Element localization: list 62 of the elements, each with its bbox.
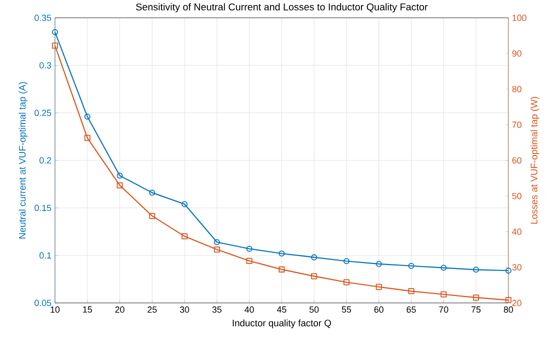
point	[84, 135, 90, 142]
y-tick-label: 0.35	[34, 14, 52, 22]
point	[343, 258, 350, 264]
point	[149, 213, 156, 220]
x-tick-label: 15	[83, 306, 92, 313]
y2-tick-label: 20	[512, 300, 522, 306]
y2-axis-title: Losses at VUF-optimal tap (W)	[530, 97, 540, 224]
point	[52, 42, 58, 49]
y-tick-label: 0.05	[34, 300, 52, 306]
x-tick-label: 75	[472, 306, 481, 313]
point	[376, 284, 382, 290]
y-tick-label: 0.25	[34, 110, 52, 116]
point	[408, 288, 414, 294]
point	[116, 182, 123, 189]
y2-tick-label: 100	[512, 14, 526, 22]
y-tick-label: 0.2	[40, 157, 52, 164]
point	[116, 172, 123, 179]
x-tick-label: 60	[374, 306, 384, 313]
x-tick-label: 25	[148, 306, 157, 313]
point	[278, 266, 285, 273]
x-tick-label: 30	[180, 306, 190, 313]
point	[473, 266, 480, 273]
point	[278, 250, 285, 257]
point	[149, 190, 156, 196]
x-tick-label: 80	[504, 306, 514, 313]
y2-tick-label: 60	[512, 157, 522, 164]
y2-tick-label: 50	[512, 193, 522, 200]
y2-tick-label: 40	[512, 228, 522, 236]
y-tick-label: 0.3	[40, 62, 52, 69]
point	[343, 279, 350, 286]
y2-tick-label: 70	[512, 122, 522, 128]
x-tick-label: 35	[212, 306, 222, 313]
point	[182, 234, 188, 240]
point	[246, 258, 252, 264]
point	[182, 201, 188, 208]
y2-tick-label: 30	[512, 264, 522, 271]
x-tick-label: 45	[276, 306, 286, 313]
x-tick-label: 55	[342, 306, 352, 313]
point	[440, 292, 447, 298]
x-tick-label: 70	[439, 306, 448, 313]
point	[311, 254, 318, 261]
point	[214, 246, 220, 253]
point	[84, 114, 90, 120]
point	[246, 246, 252, 252]
x-tick-label: 65	[406, 306, 416, 313]
point	[408, 263, 414, 270]
point	[440, 264, 447, 271]
y2-tick-label: 90	[512, 50, 522, 57]
chart-title: Sensitivity of Neutral Current and Losses to Inductor Quality Factor	[136, 3, 428, 13]
x-tick-label: 50	[310, 306, 319, 313]
point	[311, 273, 318, 280]
x-tick-label: 40	[244, 306, 254, 313]
point	[214, 239, 220, 246]
x-axis-title: Inductor quality factor Q	[232, 320, 331, 328]
y-tick-label: 0.15	[34, 204, 52, 212]
y-tick-label: 0.1	[40, 252, 52, 259]
y-axis-title: Neutral current at VUF-optimal tap (A)	[18, 82, 28, 239]
point	[376, 261, 382, 268]
point	[473, 294, 480, 301]
x-tick-label: 10	[50, 306, 60, 313]
y2-tick-label: 80	[512, 86, 522, 92]
x-tick-label: 20	[115, 306, 124, 313]
